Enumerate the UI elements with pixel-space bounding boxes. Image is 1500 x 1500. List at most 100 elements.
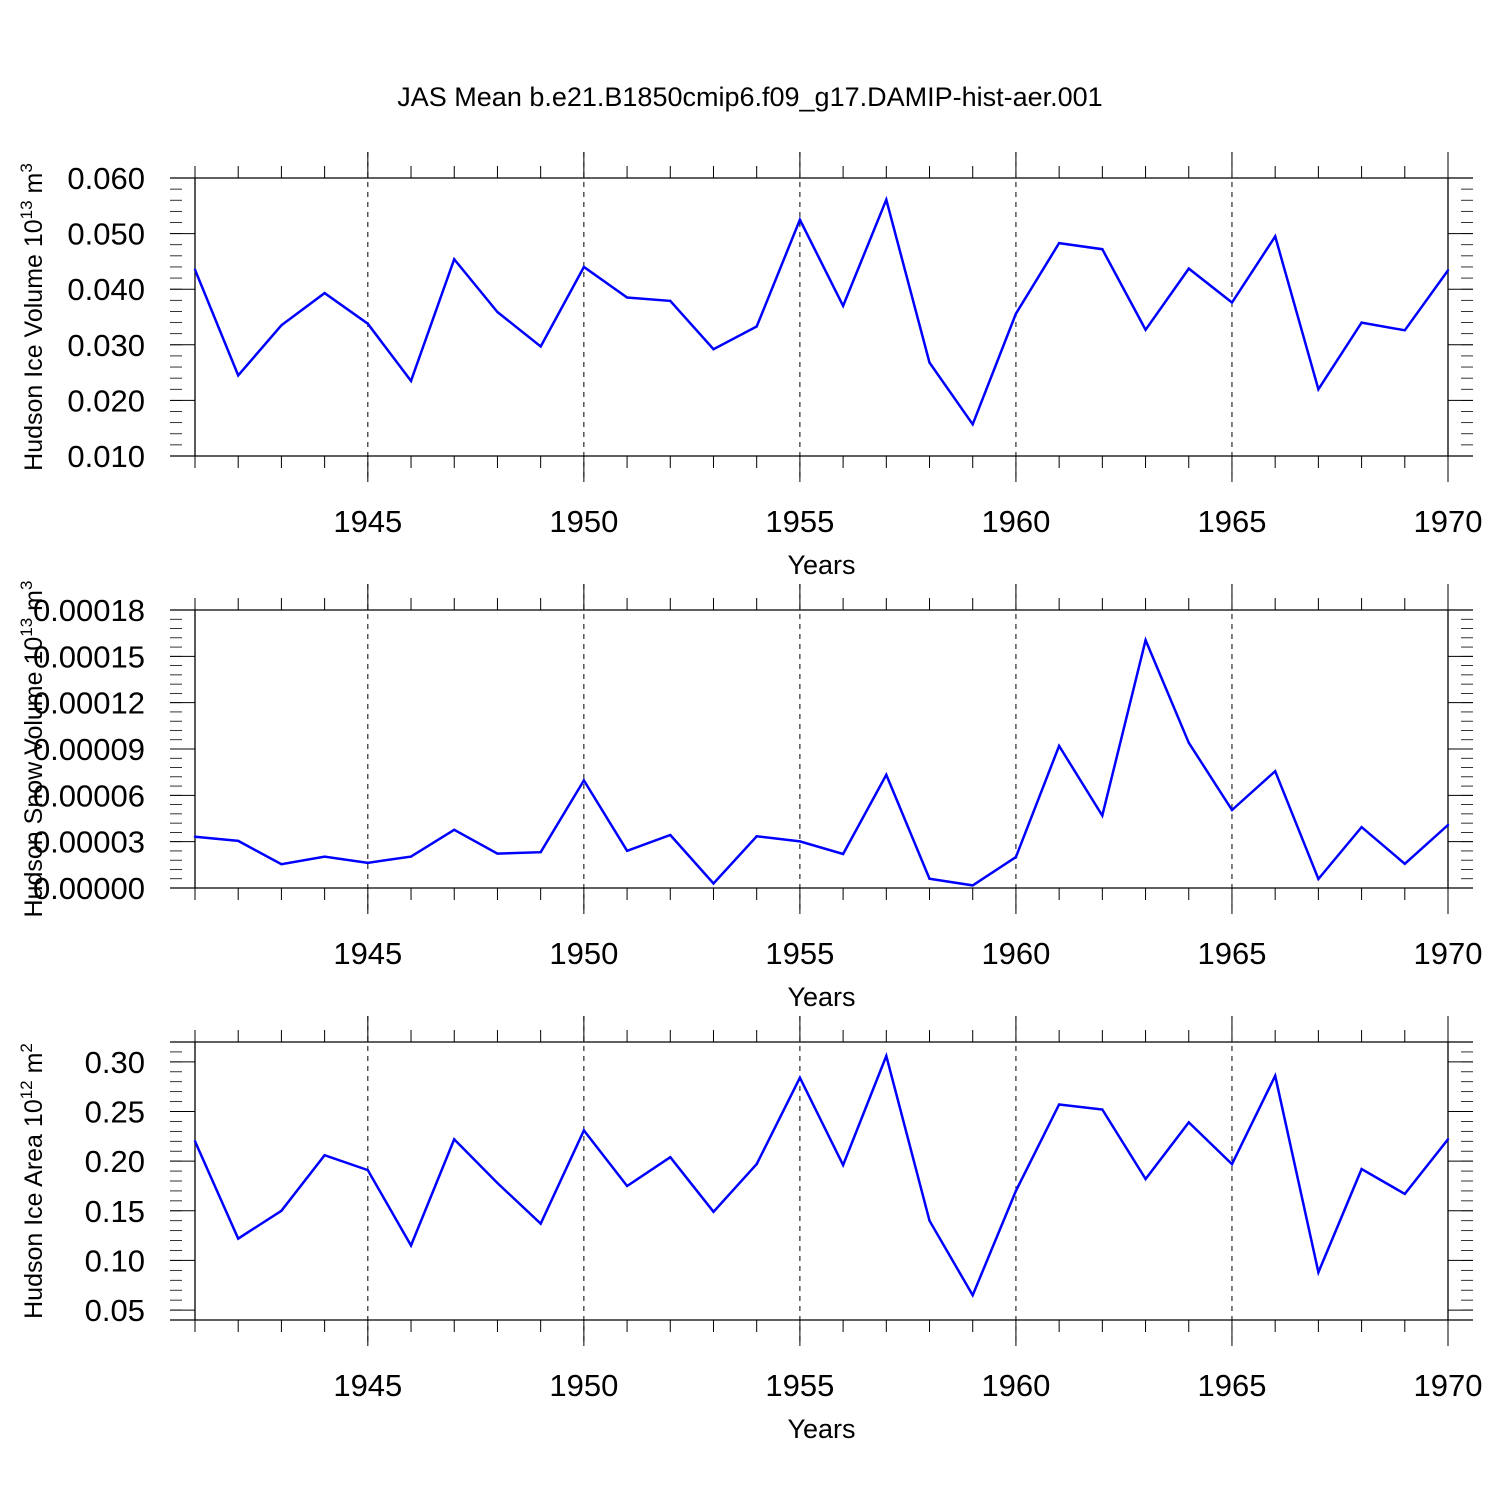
y-tick-label: 0.010 <box>67 439 145 474</box>
data-point-1943 <box>280 863 283 866</box>
data-point-1966 <box>1273 770 1277 773</box>
x-tick-label: 1965 <box>1197 936 1266 971</box>
data-point-1953 <box>712 882 715 885</box>
data-point-1947 <box>453 257 456 261</box>
data-point-1958 <box>928 1219 931 1222</box>
data-point-1967 <box>1317 388 1320 391</box>
data-point-1950 <box>582 1129 586 1132</box>
data-point-1941 <box>193 268 197 271</box>
data-point-1961 <box>1057 1103 1061 1106</box>
data-point-1954 <box>755 325 758 328</box>
data-point-1970 <box>1446 1138 1450 1141</box>
series-line <box>195 636 1448 887</box>
data-point-1953 <box>712 348 715 351</box>
data-point-1968 <box>1360 825 1363 829</box>
y-tick-label: 0.00000 <box>33 871 145 906</box>
data-point-1959 <box>971 1293 974 1297</box>
data-point-1958 <box>928 877 931 880</box>
data-point-1941 <box>193 835 197 838</box>
data-point-1966 <box>1273 1074 1277 1077</box>
data-point-1942 <box>237 839 240 843</box>
data-point-1963 <box>1144 328 1147 331</box>
data-point-1956 <box>841 304 845 308</box>
x-tick-label: 1955 <box>765 504 834 539</box>
data-point-1959 <box>971 423 974 426</box>
y-tick-label: 0.00003 <box>33 825 145 860</box>
data-point-1947 <box>453 828 456 831</box>
x-tick-label: 1970 <box>1414 936 1483 971</box>
data-point-1968 <box>1360 1167 1363 1171</box>
data-point-1965 <box>1230 1162 1234 1166</box>
panel-3: 0.05 0.10 0.15 0.20 0.25 0.30 1945 1950 1955 1960… <box>17 1016 1482 1444</box>
data-point-1965 <box>1230 301 1234 304</box>
data-point-1969 <box>1403 329 1406 332</box>
data-point-1953 <box>712 1210 715 1213</box>
y-tick-label: 0.10 <box>85 1243 145 1278</box>
data-point-1944 <box>323 1153 326 1157</box>
y-tick-label: 0.20 <box>85 1144 145 1179</box>
data-point-1957 <box>885 198 888 201</box>
y-tick-label: 0.05 <box>85 1293 145 1328</box>
data-point-1945 <box>366 1168 370 1172</box>
data-point-1966 <box>1273 235 1277 238</box>
x-axis-label: Years <box>787 982 855 1012</box>
x-tick-label: 1965 <box>1197 504 1266 539</box>
data-point-1952 <box>669 1155 672 1159</box>
data-point-1955 <box>798 1076 802 1079</box>
data-point-1944 <box>323 291 326 295</box>
data-point-1952 <box>669 299 672 303</box>
data-point-1942 <box>237 374 240 377</box>
data-point-1954 <box>755 835 758 838</box>
data-point-1964 <box>1187 1121 1190 1124</box>
y-tick-label: 0.030 <box>67 328 145 363</box>
series-line <box>195 195 1448 427</box>
y-tick-label: 0.00018 <box>33 593 145 628</box>
data-point-1941 <box>193 1140 197 1143</box>
y-tick-label: 0.15 <box>85 1194 145 1229</box>
data-point-1957 <box>885 773 888 776</box>
series-line <box>195 1051 1448 1299</box>
x-tick-label: 1945 <box>333 1368 402 1403</box>
data-point-1947 <box>453 1138 456 1141</box>
y-tick-label: 0.00009 <box>33 732 145 767</box>
data-point-1945 <box>366 861 370 865</box>
data-point-1951 <box>625 849 629 852</box>
y-axis-label: Hudson Ice Volume 1013 m3 <box>17 163 48 471</box>
x-tick-label: 1955 <box>765 1368 834 1403</box>
data-point-1963 <box>1144 1177 1147 1181</box>
x-tick-label: 1970 <box>1414 1368 1483 1403</box>
data-point-1970 <box>1446 269 1450 272</box>
x-tick-label: 1965 <box>1197 1368 1266 1403</box>
x-tick-label: 1970 <box>1414 504 1483 539</box>
data-point-1958 <box>928 361 931 364</box>
data-point-1955 <box>798 218 802 221</box>
data-point-1960 <box>1014 312 1018 315</box>
data-point-1950 <box>582 779 586 782</box>
x-tick-label: 1945 <box>333 504 402 539</box>
data-point-1949 <box>539 850 542 854</box>
y-tick-label: 0.00015 <box>33 639 145 674</box>
data-point-1957 <box>885 1054 888 1058</box>
panels: 0.010 0.020 0.030 0.040 0.050 0.060 1945 1950 19… <box>17 152 1482 1444</box>
y-tick-label: 0.00012 <box>33 686 145 721</box>
data-point-1944 <box>323 855 326 858</box>
data-point-1950 <box>582 265 586 269</box>
data-point-1946 <box>409 379 413 383</box>
data-point-1946 <box>409 855 413 858</box>
data-point-1967 <box>1317 877 1320 881</box>
data-point-1948 <box>496 852 499 855</box>
y-tick-label: 0.25 <box>85 1095 145 1130</box>
data-point-1960 <box>1014 1189 1018 1193</box>
data-point-1961 <box>1057 744 1061 748</box>
x-tick-label: 1950 <box>549 936 618 971</box>
data-point-1948 <box>496 1181 499 1185</box>
data-point-1945 <box>366 322 370 325</box>
y-axis-label: Hudson Ice Area 1012 m2 <box>17 1043 48 1319</box>
data-point-1964 <box>1187 267 1190 270</box>
data-point-1962 <box>1101 1108 1104 1111</box>
x-tick-label: 1945 <box>333 936 402 971</box>
y-tick-label: 0.060 <box>67 161 145 196</box>
x-tick-label: 1950 <box>549 504 618 539</box>
x-tick-label: 1960 <box>981 504 1050 539</box>
